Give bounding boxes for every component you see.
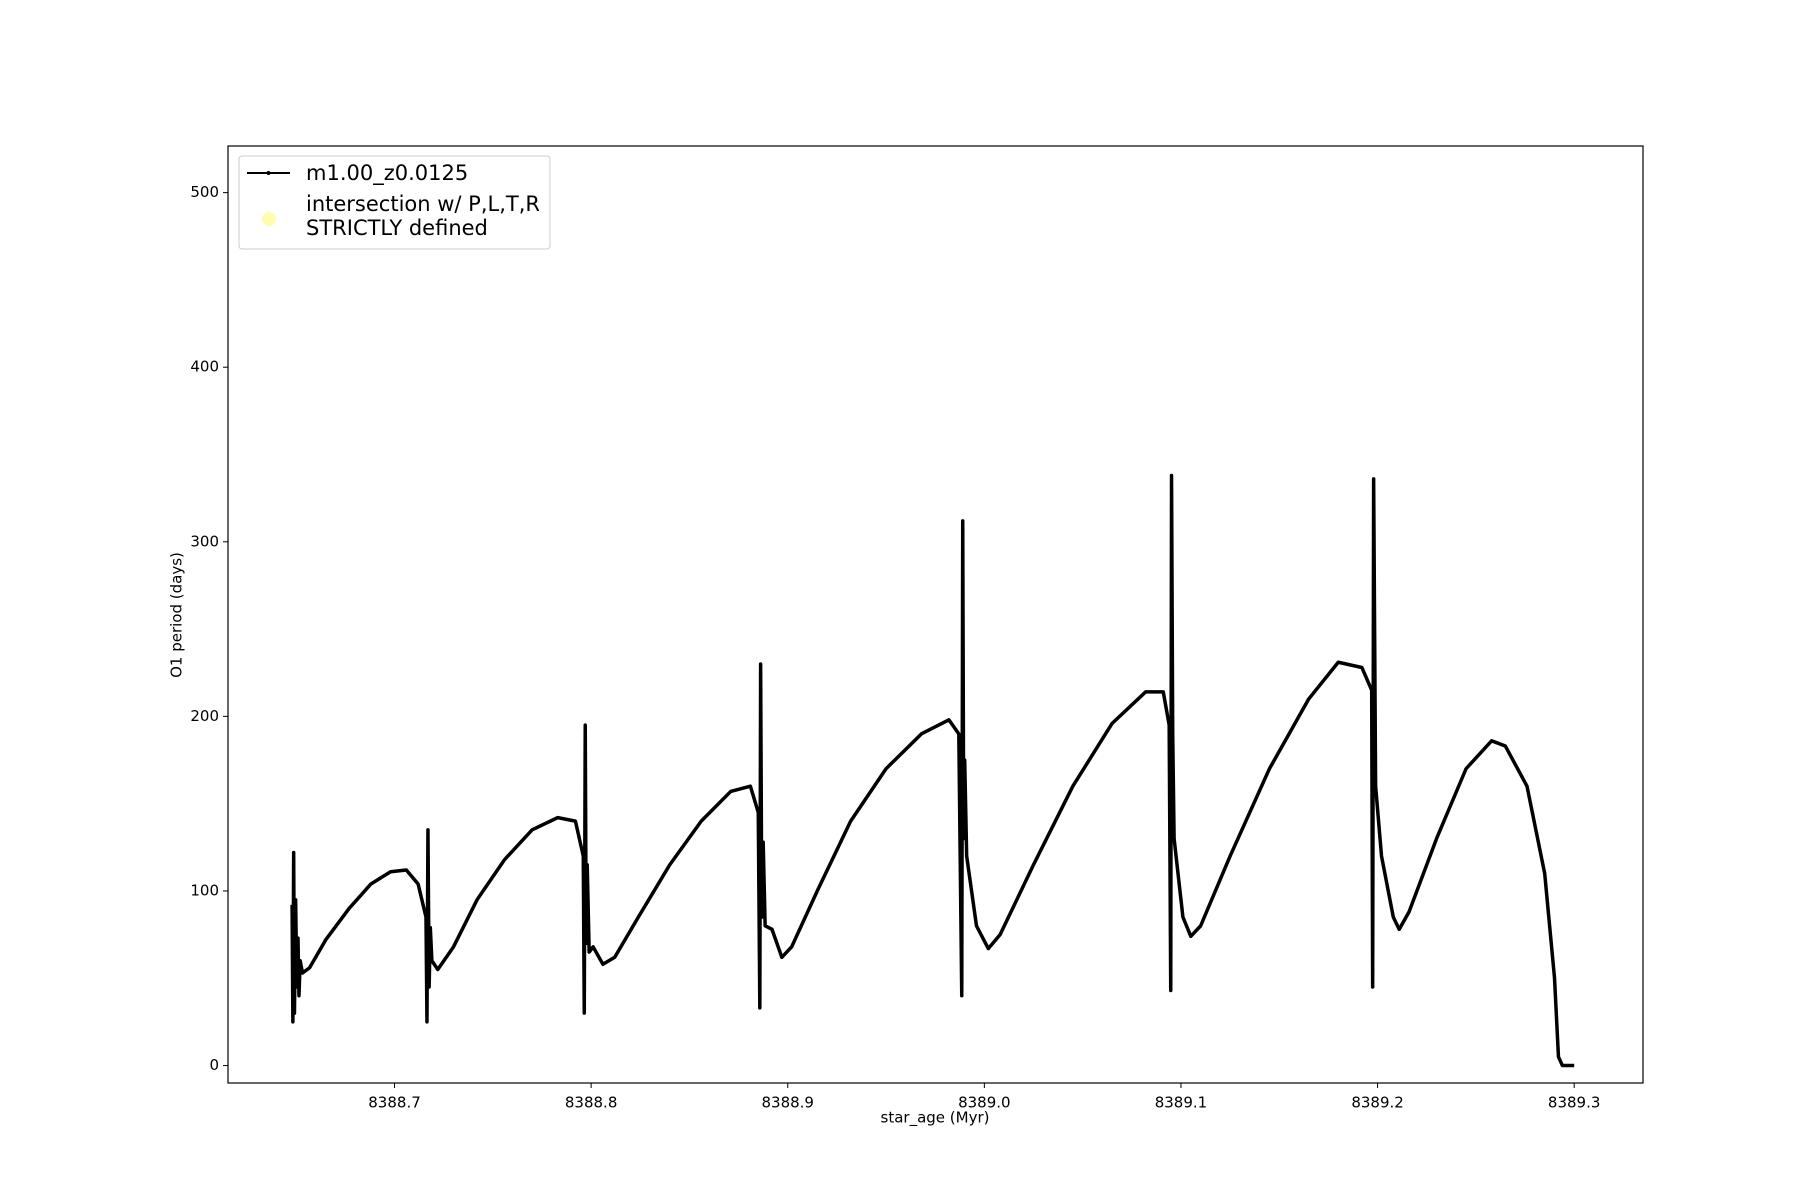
legend-marker (262, 212, 276, 226)
x-tick-label: 8388.9 (761, 1094, 814, 1112)
data-line (290, 473, 1575, 1068)
legend-label: intersection w/ P,L,T,R STRICTLY defined (306, 192, 540, 240)
y-tick-label: 400 (190, 358, 219, 376)
y-tick-label: 300 (190, 532, 219, 550)
y-tick-label: 0 (209, 1056, 219, 1074)
x-tick-label: 8388.7 (368, 1094, 421, 1112)
legend-box (238, 155, 551, 250)
x-tick-label: 8388.8 (565, 1094, 618, 1112)
y-tick-label: 200 (190, 707, 219, 725)
legend-dot (266, 171, 271, 175)
x-tick-label: 8389.3 (1548, 1094, 1601, 1112)
x-tick-label: 8389.0 (958, 1094, 1011, 1112)
y-tick-label: 100 (190, 881, 219, 899)
y-axis-label: O1 period (days) (168, 552, 186, 678)
legend-label: m1.00_z0.0125 (306, 161, 468, 186)
x-tick-label: 8389.2 (1351, 1094, 1404, 1112)
x-axis-label: star_age (Myr) (881, 1109, 990, 1128)
y-tick-label: 500 (190, 183, 219, 201)
plot-frame (227, 145, 1644, 1084)
x-tick-label: 8389.1 (1155, 1094, 1208, 1112)
